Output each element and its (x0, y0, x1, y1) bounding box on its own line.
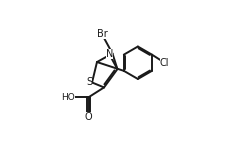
Text: O: O (85, 112, 92, 122)
Text: S: S (86, 77, 92, 87)
Text: Cl: Cl (160, 58, 169, 68)
Text: Br: Br (97, 29, 108, 39)
Text: N: N (106, 49, 113, 59)
Text: HO: HO (61, 93, 75, 102)
